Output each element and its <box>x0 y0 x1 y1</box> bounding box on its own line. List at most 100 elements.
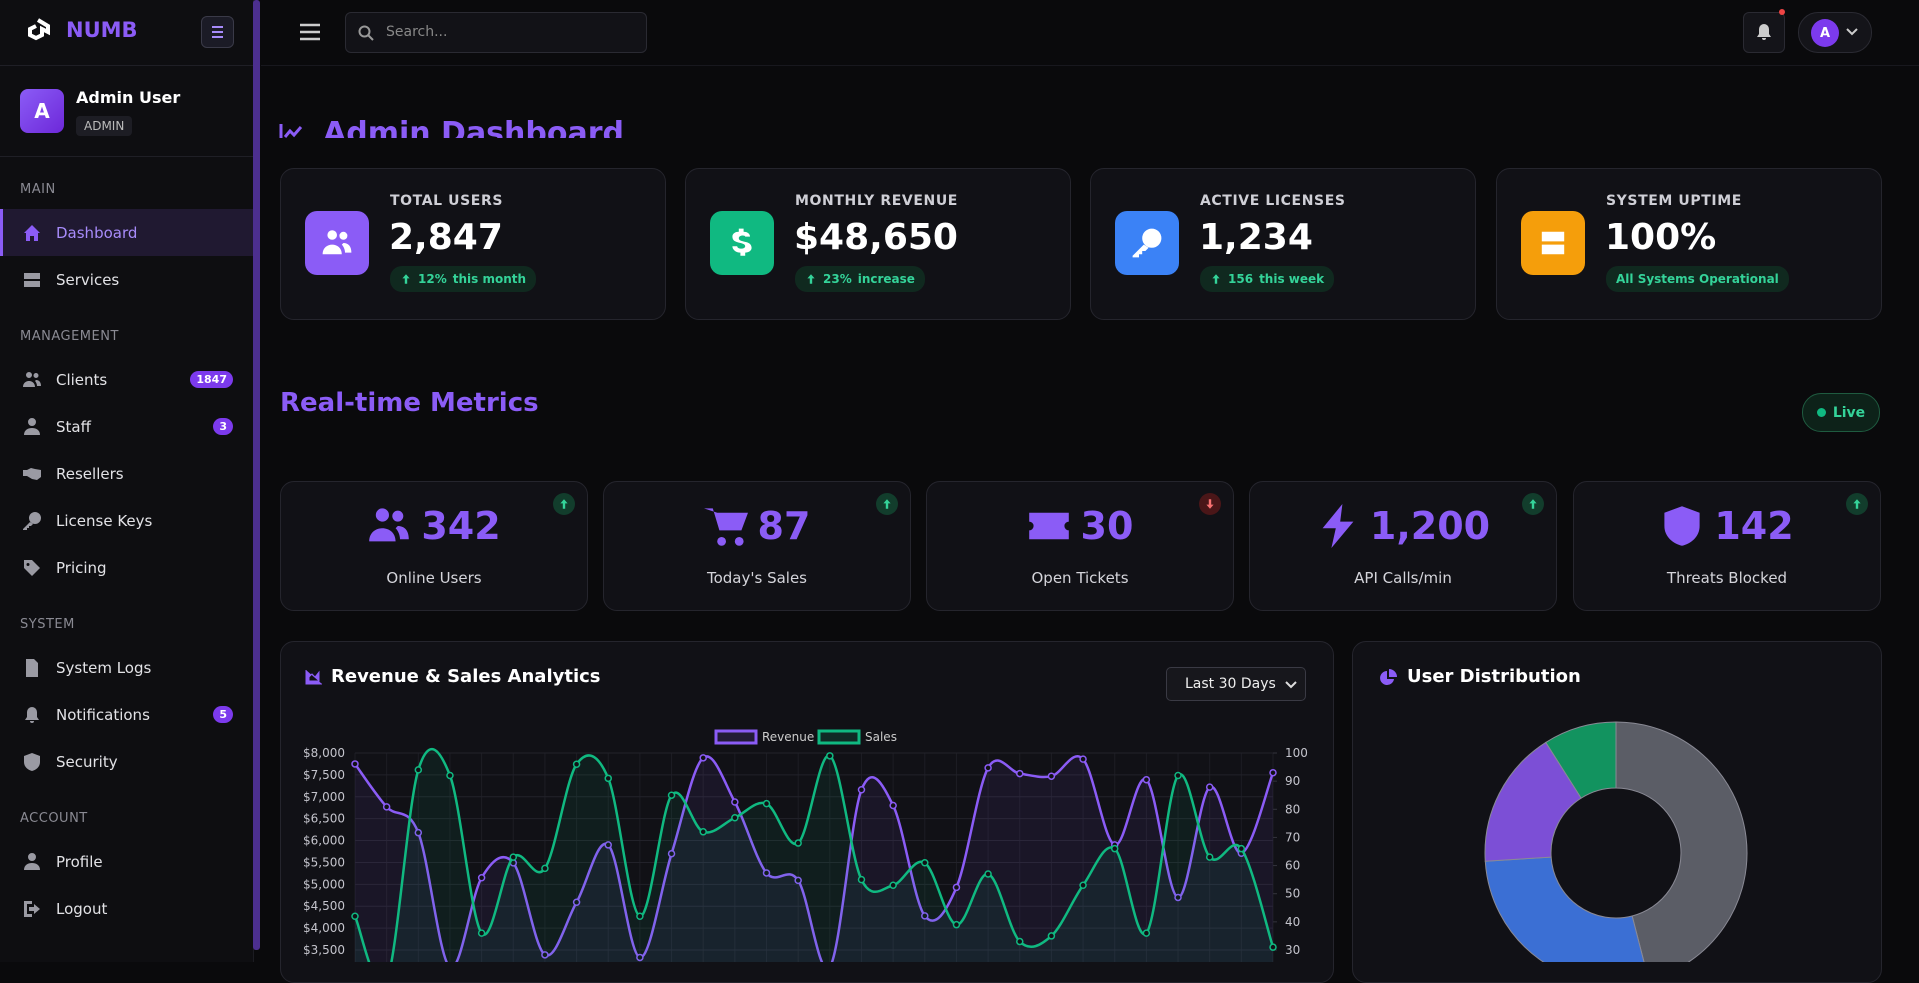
nav-item[interactable]: Security <box>0 738 253 785</box>
metric-value: 142 <box>1714 504 1794 548</box>
nav-badge: 1847 <box>190 371 233 388</box>
icon <box>1541 231 1565 255</box>
icon <box>24 559 40 576</box>
nav-label: Services <box>56 270 120 289</box>
page-title-wrap: Admin Dashboard <box>279 112 679 138</box>
nav-item[interactable]: System Logs <box>0 644 253 691</box>
point <box>351 760 359 768</box>
area-fill <box>355 756 1273 962</box>
point <box>1016 769 1024 778</box>
nav-label: Notifications <box>56 705 150 724</box>
point <box>1174 771 1182 780</box>
stat-icon <box>1521 211 1585 275</box>
icon-shape <box>1132 228 1162 258</box>
notification-button[interactable] <box>1743 12 1785 53</box>
y2-tick-label: 70 <box>1285 830 1300 844</box>
metric-value: 87 <box>757 504 811 548</box>
stat-label: ACTIVE LICENSES <box>1200 193 1346 209</box>
stat-card: MONTHLY REVENUE $48,650 23% increase <box>685 168 1071 320</box>
stat-card: TOTAL USERS 2,847 12% this month <box>280 168 666 320</box>
icon <box>1206 499 1214 509</box>
scrollbar[interactable] <box>253 0 260 950</box>
brand: NUMB <box>66 18 138 42</box>
point <box>921 859 929 867</box>
icon <box>732 228 752 256</box>
nav-item[interactable]: Clients 1847 <box>0 356 253 403</box>
icon-shape <box>807 274 815 284</box>
y-tick-label: $7,000 <box>303 790 345 804</box>
line <box>353 755 1275 962</box>
point <box>1079 881 1087 890</box>
nav-label: Pricing <box>56 558 107 577</box>
icon <box>402 274 410 284</box>
icon <box>24 852 40 870</box>
point <box>636 953 644 962</box>
topbar-border <box>261 65 1919 66</box>
y-tick-label: $5,500 <box>303 855 345 869</box>
point <box>604 841 612 849</box>
sidebar-toggle[interactable] <box>201 16 234 48</box>
icon-shape <box>23 371 41 387</box>
change-note: this week <box>1259 272 1325 286</box>
nav-item[interactable]: Notifications 5 <box>0 691 253 738</box>
area-fill <box>355 749 1273 962</box>
metric-card: 30 Open Tickets <box>926 481 1234 611</box>
live-badge: Live <box>1802 393 1880 432</box>
search-icon <box>358 25 374 41</box>
stat-icon <box>710 211 774 275</box>
point <box>414 828 423 837</box>
icon-shape <box>24 417 40 435</box>
point <box>477 874 486 882</box>
nav-item[interactable]: Staff 3 <box>0 403 253 450</box>
nav-item[interactable]: License Keys <box>0 497 253 544</box>
search-box[interactable]: Search... <box>345 12 647 53</box>
change-value: 23% <box>823 272 852 286</box>
legend-swatch <box>714 729 758 745</box>
menu-button[interactable] <box>298 21 322 43</box>
point <box>382 803 391 811</box>
icon <box>883 499 891 509</box>
change-note: All Systems Operational <box>1616 272 1779 286</box>
nav-item[interactable]: Dashboard <box>0 209 253 256</box>
point <box>762 869 771 877</box>
nav-item[interactable]: Logout <box>0 885 253 932</box>
logo <box>28 18 50 41</box>
section-title: Real-time Metrics <box>280 388 539 418</box>
nav-item[interactable]: Profile <box>0 838 253 885</box>
nav-section-title: MANAGEMENT <box>20 329 119 344</box>
point <box>446 771 454 780</box>
point <box>952 920 961 929</box>
user-name: Admin User <box>76 88 181 107</box>
analytics-icon <box>305 670 322 685</box>
nav-label: Security <box>56 752 118 771</box>
stat-change: 23% increase <box>795 266 925 292</box>
nav-item[interactable]: Pricing <box>0 544 253 591</box>
nav-label: System Logs <box>56 658 152 677</box>
y-tick-label: $4,500 <box>303 899 345 913</box>
point <box>857 875 866 884</box>
sidebar: NUMB A Admin User ADMIN MAIN Dashboard Ser… <box>0 0 254 962</box>
user-menu[interactable]: A <box>1798 12 1872 53</box>
icon <box>1132 228 1162 258</box>
stat-label: MONTHLY REVENUE <box>795 193 958 209</box>
y-tick-label: $6,000 <box>303 834 345 848</box>
nav-item[interactable]: Resellers <box>0 450 253 497</box>
analytics-card: Revenue & Sales Analytics Last 30 Days <box>280 641 1334 983</box>
user-avatar: A <box>20 89 64 133</box>
icon <box>24 417 40 435</box>
nav-item[interactable]: Services <box>0 256 253 303</box>
stat-card: SYSTEM UPTIME 100% All Systems Operational <box>1496 168 1882 320</box>
range-select[interactable]: Last 30 Days <box>1166 667 1306 701</box>
point <box>794 839 802 847</box>
point <box>1205 853 1214 861</box>
icon <box>1529 499 1537 509</box>
trend-badge <box>553 493 575 515</box>
page-title: Admin Dashboard <box>323 116 624 138</box>
y2-tick-label: 80 <box>1285 802 1300 816</box>
point <box>1047 932 1056 940</box>
y-tick-label: $5,000 <box>303 877 345 891</box>
metric-card: 342 Online Users <box>280 481 588 611</box>
y2-tick-label: 100 <box>1285 746 1308 760</box>
metric-label: Online Users <box>386 569 482 587</box>
